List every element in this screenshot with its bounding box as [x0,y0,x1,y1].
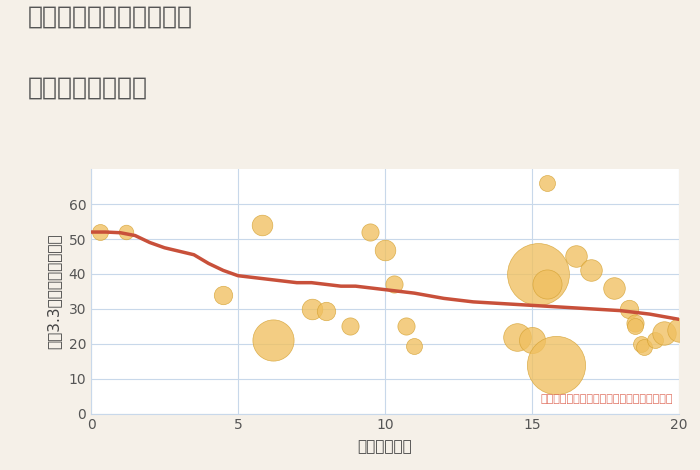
Point [400,322,411,330]
Point [218,291,229,298]
Point [532,270,543,278]
Point [570,253,582,260]
Point [638,344,650,351]
Point [550,361,561,368]
Text: 駅距離別土地価格: 駅距離別土地価格 [28,75,148,99]
Point [120,228,132,236]
Point [379,246,391,253]
Point [659,329,670,337]
Point [409,342,420,349]
Point [526,337,538,344]
Point [389,281,400,288]
Text: 円の大きさは、取引のあった物件面積を示す: 円の大きさは、取引のあった物件面積を示す [540,394,673,404]
Point [629,322,641,330]
Text: 奈良県奈良市西笹鉾町の: 奈良県奈良市西笹鉾町の [28,5,193,29]
Point [673,326,685,334]
Point [635,340,646,347]
Point [541,180,552,187]
X-axis label: 駅距離（分）: 駅距離（分） [358,439,412,454]
Point [650,337,661,344]
Point [365,228,376,236]
Point [306,305,317,313]
Point [344,322,356,330]
Point [629,319,641,327]
Point [267,337,279,344]
Point [256,221,267,229]
Point [585,266,596,274]
Point [94,228,106,236]
Point [624,305,635,313]
Point [541,281,552,288]
Point [321,307,332,314]
Y-axis label: 坪（3.3㎡）単価（万円）: 坪（3.3㎡）単価（万円） [47,234,62,349]
Point [512,333,523,341]
Point [609,284,620,292]
